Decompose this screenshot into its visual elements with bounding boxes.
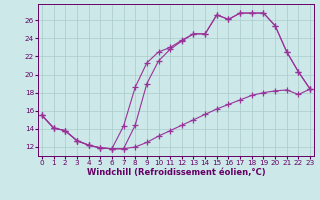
X-axis label: Windchill (Refroidissement éolien,°C): Windchill (Refroidissement éolien,°C) bbox=[87, 168, 265, 177]
